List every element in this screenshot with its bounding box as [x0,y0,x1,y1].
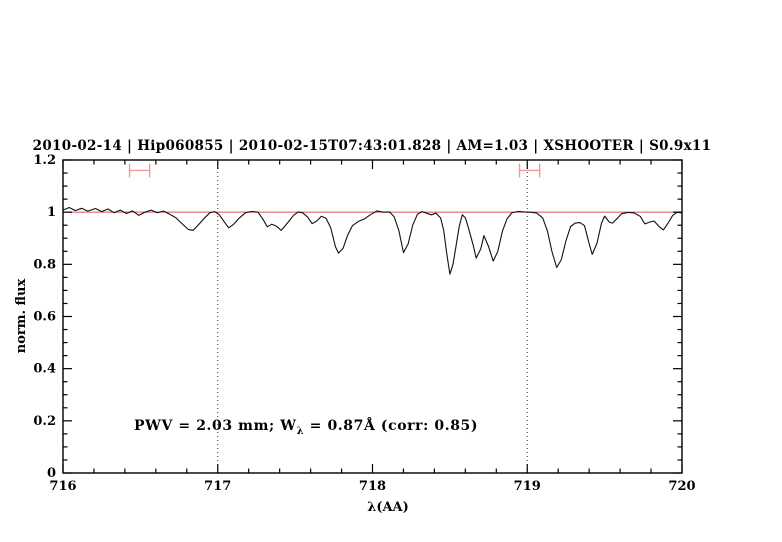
spectrum-line [62,206,683,275]
lambda-subscript-icon: λ [297,426,305,437]
pwv-annotation-prefix: PWV = 2.03 mm; W [134,418,297,434]
pwv-annotation: PWV = 2.03 mm; Wλ = 0.87Å (corr: 0.85) [134,416,478,437]
y-tick-label: 0 [47,466,56,481]
y-tick-label: 0.8 [33,257,56,272]
pwv-annotation-suffix: = 0.87Å (corr: 0.85) [304,416,478,434]
y-tick-label: 0.2 [33,414,56,429]
x-tick-label: 719 [514,479,541,494]
plot-title: 2010-02-14 | Hip060855 | 2010-02-15T07:4… [33,138,712,154]
y-tick-label: 0.6 [33,310,56,325]
x-tick-label: 720 [668,479,695,494]
y-tick-label: 1.2 [33,153,56,168]
x-tick-label: 718 [359,479,386,494]
x-tick-label: 716 [49,479,76,494]
y-axis-label: norm. flux [14,279,29,354]
x-axis-label: λ(AA) [367,500,409,515]
y-tick-label: 0.4 [33,362,56,377]
y-tick-label: 1 [47,205,56,220]
plot-layers: 716 717 718 719 720 0 0.2 0.4 0.6 0.8 1 1.2 [33,153,695,494]
x-tick-label: 717 [204,479,231,494]
